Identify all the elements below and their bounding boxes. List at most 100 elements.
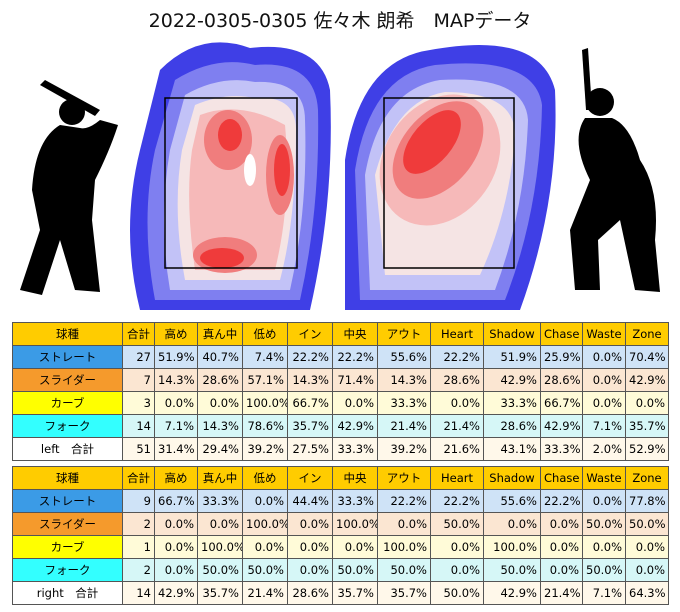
cell: 14.3% — [154, 368, 198, 392]
cell: 0.0% — [540, 558, 583, 582]
cell: 0.0% — [430, 535, 484, 559]
cell: 0.0% — [377, 512, 431, 536]
cell: 27 — [122, 345, 155, 369]
pitch-name: ストレート — [12, 489, 123, 513]
pitch-name: スライダー — [12, 368, 123, 392]
cell: 14.3% — [197, 414, 243, 438]
cell: 0.0% — [154, 535, 198, 559]
cell: 43.1% — [483, 437, 541, 461]
row: フォーク 2 0.0% 50.0% 50.0% 0.0% 50.0% 50.0% 0.0% 50.… — [12, 558, 669, 582]
cell: 0.0% — [197, 391, 243, 415]
cell: 66.7% — [287, 391, 333, 415]
cell: 51.9% — [154, 345, 198, 369]
cell: 25.9% — [540, 345, 583, 369]
cell: 52.9% — [625, 437, 669, 461]
header-cell: Heart — [430, 322, 484, 346]
cell: 31.4% — [154, 437, 198, 461]
cell: 22.2% — [540, 489, 583, 513]
cell: 0.0% — [154, 391, 198, 415]
cell: 14.3% — [287, 368, 333, 392]
cell: 0.0% — [154, 512, 198, 536]
pitch-name: カーブ — [12, 391, 123, 415]
cell: 14 — [122, 414, 155, 438]
cell: 22.2% — [377, 489, 431, 513]
cell: 21.4% — [242, 581, 288, 605]
row: カーブ 3 0.0% 0.0% 100.0% 66.7% 0.0% 33.3% 0.0% 33.3… — [12, 391, 669, 415]
cell: 39.2% — [242, 437, 288, 461]
cell: 0.0% — [287, 535, 333, 559]
cell: 0.0% — [582, 345, 626, 369]
cell: 0.0% — [582, 391, 626, 415]
cell: 33.3% — [540, 437, 583, 461]
row: right 合計 14 42.9% 35.7% 21.4% 28.6% 35.7% 35.7%… — [12, 581, 669, 605]
pitch-name: right 合計 — [12, 581, 123, 605]
header-cell: 中央 — [332, 466, 378, 490]
cell: 50.0% — [242, 558, 288, 582]
header-cell: Shadow — [483, 322, 541, 346]
header-cell: Chase — [540, 322, 583, 346]
cell: 21.4% — [430, 414, 484, 438]
pitch-name: left 合計 — [12, 437, 123, 461]
header-row: 球種 合計 高め 真ん中 低め イン 中央 アウト Heart Shadow Chase Waste Z… — [12, 466, 669, 490]
header-cell: 低め — [242, 466, 288, 490]
cell: 35.7% — [287, 414, 333, 438]
cell: 64.3% — [625, 581, 669, 605]
cell: 2 — [122, 558, 155, 582]
cell: 0.0% — [483, 512, 541, 536]
row: カーブ 1 0.0% 100.0% 0.0% 0.0% 0.0% 100.0% 0.0% 100.… — [12, 535, 669, 559]
cell: 71.4% — [332, 368, 378, 392]
cell: 50.0% — [430, 581, 484, 605]
cell: 100.0% — [242, 391, 288, 415]
cell: 2 — [122, 512, 155, 536]
cell: 42.9% — [332, 414, 378, 438]
cell: 0.0% — [242, 535, 288, 559]
cell: 55.6% — [483, 489, 541, 513]
header-row: 球種 合計 高め 真ん中 低め イン 中央 アウト Heart Shadow Chase Waste Z… — [12, 322, 669, 346]
cell: 42.9% — [540, 414, 583, 438]
cell: 66.7% — [154, 489, 198, 513]
cell: 100.0% — [197, 535, 243, 559]
row: スライダー 2 0.0% 0.0% 100.0% 0.0% 100.0% 0.0% 50.0% 0… — [12, 512, 669, 536]
cell: 3 — [122, 391, 155, 415]
cell: 100.0% — [483, 535, 541, 559]
header-cell: 中央 — [332, 322, 378, 346]
strike-zone — [164, 97, 298, 269]
cell: 42.9% — [483, 368, 541, 392]
stats-table: 球種 合計 高め 真ん中 低め イン 中央 アウト Heart Shadow Chase Waste Z… — [12, 466, 669, 605]
cell: 33.3% — [332, 437, 378, 461]
cell: 28.6% — [430, 368, 484, 392]
cell: 0.0% — [625, 558, 669, 582]
cell: 51 — [122, 437, 155, 461]
cell: 51.9% — [483, 345, 541, 369]
cell: 1 — [122, 535, 155, 559]
header-cell: アウト — [377, 322, 431, 346]
cell: 0.0% — [197, 512, 243, 536]
batter-right — [570, 48, 660, 292]
cell: 33.3% — [197, 489, 243, 513]
cell: 35.7% — [377, 581, 431, 605]
cell: 55.6% — [377, 345, 431, 369]
cell: 39.2% — [377, 437, 431, 461]
header-cell: 高め — [154, 466, 198, 490]
cell: 7.1% — [582, 581, 626, 605]
cell: 7.1% — [582, 414, 626, 438]
cell: 100.0% — [242, 512, 288, 536]
cell: 66.7% — [540, 391, 583, 415]
pitch-name: ストレート — [12, 345, 123, 369]
batter-left — [20, 80, 118, 295]
header-cell: Shadow — [483, 466, 541, 490]
heatmap-right — [345, 45, 556, 310]
cell: 42.9% — [625, 368, 669, 392]
cell: 28.6% — [483, 414, 541, 438]
cell: 50.0% — [625, 512, 669, 536]
header-cell: 合計 — [122, 466, 155, 490]
pitch-name: フォーク — [12, 414, 123, 438]
cell: 9 — [122, 489, 155, 513]
cell: 21.6% — [430, 437, 484, 461]
cell: 35.7% — [332, 581, 378, 605]
heatmaps — [20, 42, 660, 311]
header-cell: 合計 — [122, 322, 155, 346]
header-cell: 球種 — [12, 322, 123, 346]
row: ストレート 9 66.7% 33.3% 0.0% 44.4% 33.3% 22.2% 22.2%… — [12, 489, 669, 513]
